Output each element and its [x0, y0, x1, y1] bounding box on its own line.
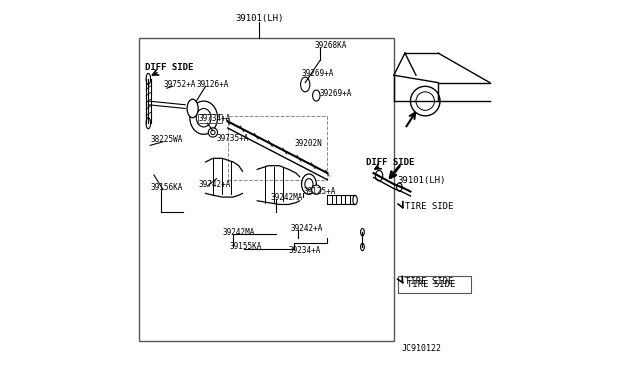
Bar [397, 276, 472, 293]
Ellipse shape [301, 174, 316, 194]
Ellipse shape [353, 195, 357, 205]
Text: 39101(LH): 39101(LH) [235, 13, 284, 22]
Text: 39734+A: 39734+A [199, 114, 231, 123]
Bar [228, 116, 328, 180]
Text: 39242MA: 39242MA [222, 228, 255, 237]
Ellipse shape [312, 185, 321, 194]
Ellipse shape [208, 128, 218, 137]
Ellipse shape [397, 183, 402, 191]
Text: TIRE SIDE: TIRE SIDE [405, 202, 453, 211]
Text: 38225WA: 38225WA [150, 135, 182, 144]
Text: 39269+A: 39269+A [320, 89, 353, 98]
Text: TIRE SIDE: TIRE SIDE [405, 278, 453, 286]
Text: 39234+A: 39234+A [289, 246, 321, 255]
Text: 39752+A: 39752+A [163, 80, 195, 89]
Text: 39125+A: 39125+A [303, 187, 336, 196]
Text: 39156KA: 39156KA [150, 183, 182, 192]
Text: 39101(LH): 39101(LH) [397, 176, 446, 185]
Ellipse shape [376, 170, 383, 181]
Text: 39242+A: 39242+A [291, 224, 323, 233]
Ellipse shape [146, 73, 150, 84]
Text: 39735+A: 39735+A [216, 134, 249, 142]
Ellipse shape [211, 130, 215, 135]
Text: 39268KA: 39268KA [314, 41, 347, 50]
Text: JC910122: JC910122 [401, 344, 441, 353]
Ellipse shape [305, 179, 313, 190]
Bar [198, 114, 222, 123]
Text: DIFF SIDE: DIFF SIDE [145, 63, 193, 72]
Ellipse shape [360, 243, 364, 251]
Text: 39155KA: 39155KA [230, 243, 262, 251]
Text: 39202N: 39202N [294, 139, 322, 148]
Text: 39742+A: 39742+A [198, 180, 230, 189]
Text: 39242MA: 39242MA [270, 193, 303, 202]
Ellipse shape [146, 118, 150, 129]
Bar [139, 38, 394, 341]
Text: TIRE SIDE: TIRE SIDE [407, 280, 455, 289]
Ellipse shape [187, 99, 198, 118]
Text: DIFF SIDE: DIFF SIDE [366, 157, 415, 167]
Ellipse shape [190, 101, 218, 134]
Ellipse shape [312, 90, 320, 101]
Text: 39269+A: 39269+A [301, 69, 334, 78]
Ellipse shape [196, 109, 211, 127]
Ellipse shape [360, 228, 364, 236]
Text: 39126+A: 39126+A [196, 80, 228, 89]
Ellipse shape [301, 77, 310, 92]
